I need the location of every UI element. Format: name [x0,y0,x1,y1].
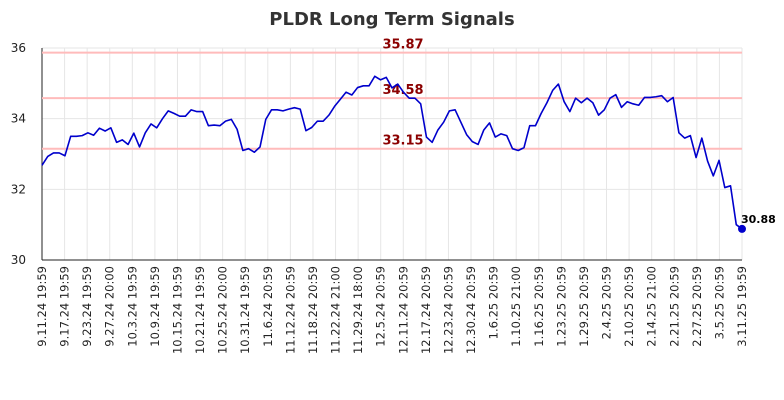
signal-level-label: 35.87 [382,38,423,53]
x-tick-label: 1.6.25 20:59 [487,266,501,339]
x-tick-label: 10.31.24 19:59 [238,266,252,354]
x-tick-label: 10.3.24 19:59 [125,266,139,347]
y-tick-label: 32 [11,182,26,196]
x-tick-label: 1.23.25 20:59 [554,266,568,347]
price-series: 30.88 [41,75,776,233]
x-tick-label: 9.17.24 19:59 [58,266,72,347]
x-tick-label: 1.16.25 20:59 [532,266,546,347]
x-tick-label: 10.25.24 20:00 [216,266,230,354]
chart-title: PLDR Long Term Signals [269,9,514,30]
y-tick-label: 30 [11,253,26,267]
x-tick-label: 12.11.24 20:59 [396,266,410,354]
x-tick-label: 10.15.24 19:59 [170,266,184,354]
x-tick-label: 11.12.24 20:59 [283,266,297,354]
x-tick-label: 2.27.25 20:59 [690,266,704,347]
last-value-marker [738,224,746,233]
x-tick-label: 2.14.25 21:00 [645,266,659,347]
x-tick-label: 3.5.25 20:59 [712,266,726,339]
x-tick-label: 2.4.25 20:59 [600,266,614,339]
x-tick-label: 9.23.24 19:59 [80,266,94,347]
x-tick-label: 9.11.24 19:59 [35,266,49,347]
x-tick-label: 11.6.24 20:59 [261,266,275,347]
y-tick-label: 34 [11,112,26,126]
x-tick-label: 12.17.24 20:59 [419,266,433,354]
x-tick-label: 1.29.25 20:59 [577,266,591,347]
price-line [41,75,743,230]
signal-level-label: 33.15 [382,134,423,149]
x-tick-label: 10.21.24 19:59 [193,266,207,354]
x-tick-label: 2.10.25 20:59 [622,266,636,347]
x-tick-label: 1.10.25 21:00 [509,266,523,347]
x-axis: 9.11.24 19:59 9.17.24 19:59 9.23.24 19:59 9… [35,266,749,354]
y-axis: 30 32 34 36 [11,41,26,267]
x-tick-label: 11.29.24 18:00 [351,266,365,354]
x-tick-label: 12.5.24 20:59 [374,266,388,347]
x-tick-label: 11.22.24 21:00 [329,266,343,354]
x-tick-label: 12.30.24 20:59 [464,266,478,354]
x-tick-label: 9.27.24 20:00 [103,266,117,347]
grid [41,47,743,261]
x-tick-label: 10.9.24 19:59 [148,266,162,347]
y-tick-label: 36 [11,41,26,55]
x-tick-label: 11.18.24 20:59 [306,266,320,354]
x-tick-label: 3.11.25 19:59 [735,266,749,347]
x-tick-label: 12.23.24 20:59 [441,266,455,354]
last-value-label: 30.88 [741,213,776,226]
x-tick-label: 2.21.25 20:59 [667,266,681,347]
